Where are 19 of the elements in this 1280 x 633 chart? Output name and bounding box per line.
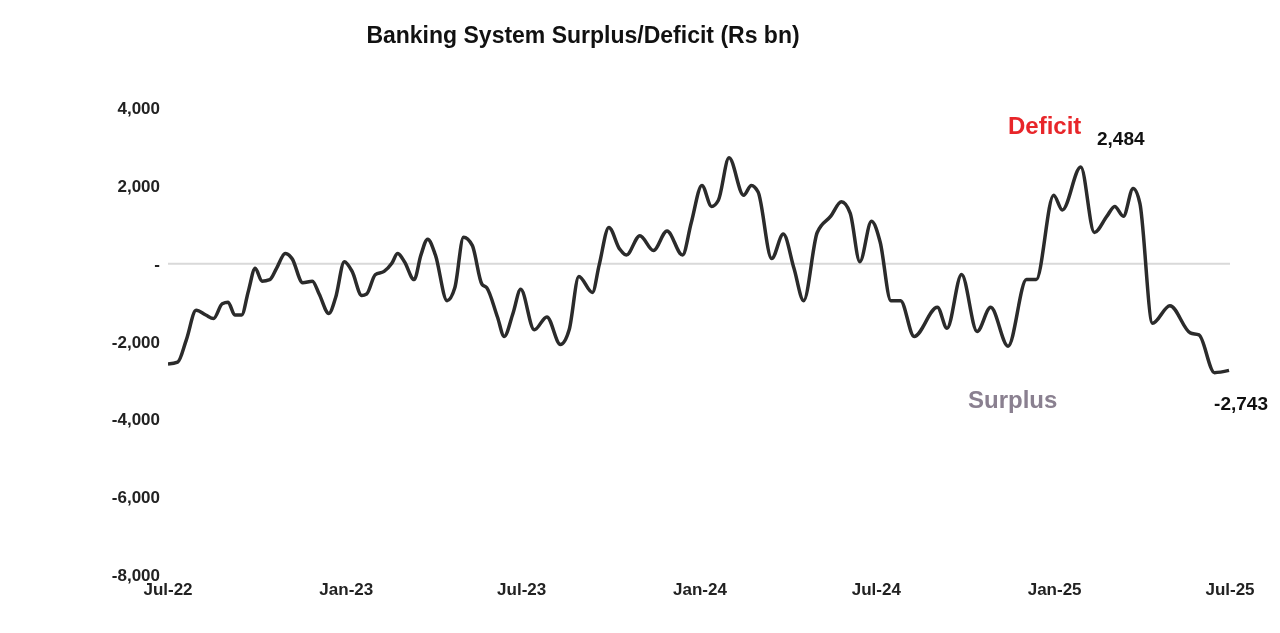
line-series — [168, 156, 1230, 375]
x-tick-label: Jul-22 — [143, 580, 193, 600]
x-tick-label: Jan-25 — [1027, 580, 1082, 600]
y-tick-label: -4,000 — [111, 410, 160, 430]
x-tick-label: Jul-25 — [1205, 580, 1255, 600]
y-tick-label: -2,000 — [111, 332, 160, 352]
y-tick-label: -6,000 — [111, 488, 160, 508]
chart-title: Banking System Surplus/Deficit (Rs bn) — [365, 22, 801, 49]
data-label: 2,484 — [1097, 128, 1145, 149]
x-tick-label: Jan-24 — [673, 580, 728, 600]
y-tick-label: 2,000 — [117, 176, 160, 196]
x-tick-label: Jan-23 — [319, 580, 374, 600]
data-label: -2,743 — [1214, 393, 1268, 415]
annotation: Surplus — [968, 386, 1058, 414]
y-tick-label: - — [154, 254, 160, 274]
y-tick-label: 4,000 — [117, 99, 160, 119]
annotation: Deficit — [1008, 112, 1082, 140]
x-tick-label: Jul-24 — [851, 580, 902, 600]
x-tick-label: Jul-23 — [497, 580, 547, 600]
